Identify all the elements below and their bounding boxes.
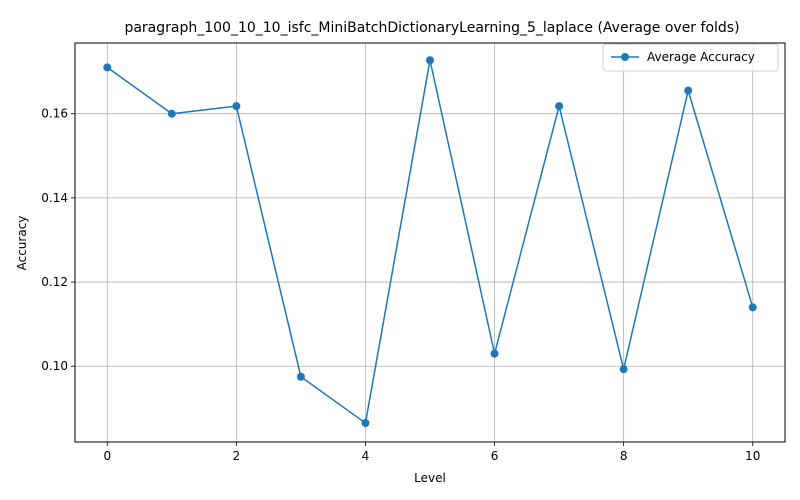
y-tick-label: 0.14 (41, 191, 68, 205)
data-point (619, 365, 628, 374)
x-tick-label: 6 (491, 449, 499, 463)
x-tick-label: 8 (620, 449, 628, 463)
data-point (103, 63, 112, 72)
x-tick-label: 2 (233, 449, 241, 463)
y-tick-label: 0.10 (41, 359, 68, 373)
y-axis-title: Accuracy (15, 216, 29, 271)
legend: Average Accuracy (602, 43, 779, 72)
x-tick-label: 0 (103, 449, 111, 463)
y-tick-label: 0.12 (41, 275, 68, 289)
series-layer (103, 56, 757, 428)
data-point (748, 303, 757, 312)
data-point (232, 102, 241, 111)
grid (75, 43, 785, 442)
legend-box (602, 43, 779, 72)
legend-label: Average Accuracy (647, 50, 755, 64)
data-point (684, 86, 693, 95)
legend-marker (621, 53, 629, 61)
chart-title: paragraph_100_10_10_isfc_MiniBatchDictio… (124, 20, 739, 36)
y-tick-label: 0.16 (41, 107, 68, 121)
data-point (296, 372, 305, 381)
data-point (555, 102, 564, 111)
plot-frame (74, 42, 786, 443)
x-tick-label: 10 (745, 449, 760, 463)
data-point (167, 109, 176, 118)
series-line (106, 59, 754, 424)
data-point (490, 349, 499, 358)
data-point (426, 56, 434, 65)
x-axis-title: Level (414, 471, 446, 485)
ticks: 0 2 4 6 8 10 0.10 0.12 0.14 0.16 (41, 107, 760, 463)
x-tick-label: 4 (362, 449, 370, 463)
data-point (361, 419, 370, 428)
